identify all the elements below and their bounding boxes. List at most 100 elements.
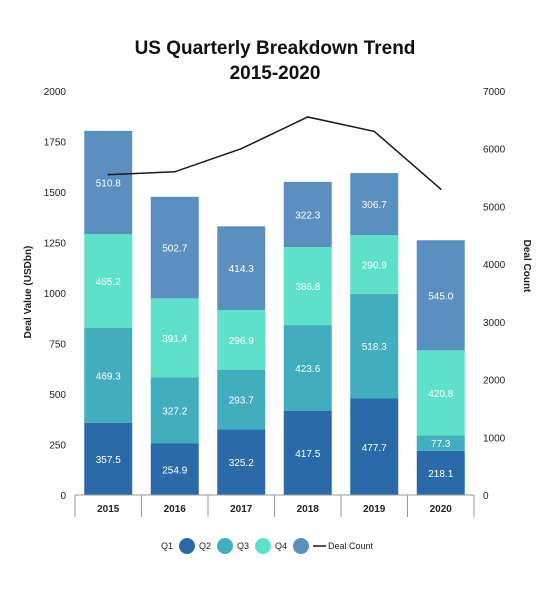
bar-q2-2018 (283, 325, 332, 411)
y-tick-250: 250 (49, 441, 66, 452)
bar-label-q3-2015: 465.2 (96, 277, 121, 288)
legend-label-q4: Q4 (275, 541, 287, 551)
y2-tick-0: 0 (483, 491, 489, 502)
y-tick-750: 750 (49, 340, 66, 351)
bar-label-q4-2015: 510.8 (96, 178, 121, 189)
y2-tick-2000: 2000 (483, 376, 506, 387)
deal-count-point-2015 (107, 173, 110, 176)
right-y-ticks: 0 1000 2000 3000 4000 5000 6000 7000 (483, 87, 506, 502)
deal-count-point-2019 (373, 130, 376, 133)
bar-label-q1-2019: 477.7 (362, 443, 387, 454)
deal-count-line (108, 116, 442, 190)
bar-q3-2016 (150, 298, 199, 378)
bar-label-q1-2018: 417.5 (295, 449, 320, 460)
legend-label-q2: Q2 (199, 541, 211, 551)
y2-tick-6000: 6000 (483, 145, 506, 156)
legend-swatch-q3 (255, 538, 271, 554)
bar-q3-2020 (416, 350, 465, 436)
x-tick-2017: 2017 (230, 504, 253, 515)
left-y-ticks: 0 250 500 750 1000 1250 1500 1750 2000 (44, 87, 67, 502)
deal-count-point-2016 (173, 171, 176, 173)
bar-q4-2016 (150, 196, 199, 299)
bar-label-q3-2018: 386.8 (295, 282, 320, 293)
bar-label-q3-2017: 296.9 (229, 336, 254, 347)
x-ticks: 2015 2016 2017 2018 2019 2020 (97, 504, 452, 515)
bar-label-q4-2020: 545.0 (428, 291, 453, 302)
bar-q4-2017 (217, 226, 266, 311)
y2-tick-1000: 1000 (483, 433, 506, 444)
bar-label-q2-2018: 423.6 (295, 364, 320, 375)
axes (74, 494, 475, 517)
deal-count-point-2017 (240, 147, 243, 150)
bars (84, 130, 465, 495)
y-tick-1250: 1250 (44, 239, 67, 250)
bar-q1-2015 (84, 422, 133, 495)
deal-count-point-2018 (306, 116, 309, 118)
bar-q2-2016 (150, 377, 199, 444)
bar-q1-2020 (416, 450, 465, 495)
x-tick-2020: 2020 (430, 504, 453, 515)
x-tick-2015: 2015 (97, 504, 120, 515)
bar-q4-2018 (283, 181, 332, 247)
legend: Q1 Q2 Q3 Q4 Deal Count (161, 538, 374, 554)
y-tick-2000: 2000 (44, 87, 67, 98)
deal-count-line-group (107, 116, 442, 190)
bar-label-q1-2015: 357.5 (96, 455, 121, 466)
y-axis-label: Deal Value (USDbn) (23, 246, 34, 339)
x-tick-2019: 2019 (363, 504, 386, 515)
bar-label-q3-2016: 391.4 (162, 334, 187, 345)
deal-count-point-2020 (439, 188, 442, 190)
legend-label-deal-count: Deal Count (328, 541, 374, 551)
bar-q1-2019 (350, 398, 399, 495)
y2-tick-7000: 7000 (483, 87, 506, 98)
bar-q3-2019 (350, 235, 399, 294)
y-tick-1750: 1750 (44, 138, 67, 149)
bar-label-q4-2018: 322.3 (295, 210, 320, 221)
legend-swatch-q1 (179, 538, 195, 554)
y2-tick-3000: 3000 (483, 318, 506, 329)
bar-label-q1-2017: 325.2 (229, 458, 254, 469)
bar-label-q2-2016: 327.2 (162, 406, 187, 417)
bar-q4-2019 (350, 173, 399, 236)
bar-labels: 357.5 469.3 465.2 510.8 254.9 327.2 391.4 502.7… (96, 178, 454, 480)
bar-q3-2015 (84, 234, 133, 328)
bar-q2-2015 (84, 327, 133, 423)
y-tick-0: 0 (60, 491, 66, 502)
legend-label-q3: Q3 (237, 541, 249, 551)
bar-label-q4-2017: 414.3 (229, 264, 254, 275)
bar-label-q2-2015: 469.3 (96, 371, 121, 382)
y2-axis-label: Deal Count (521, 240, 532, 293)
chart-title-line-2: 2015-2020 (230, 63, 321, 84)
y-tick-1500: 1500 (44, 188, 67, 199)
bar-label-q2-2019: 518.3 (362, 342, 387, 353)
y2-tick-4000: 4000 (483, 260, 506, 271)
bar-label-q1-2020: 218.1 (428, 469, 453, 480)
bar-q3-2018 (283, 246, 332, 326)
bar-q2-2017 (217, 369, 266, 430)
y-tick-1000: 1000 (44, 289, 67, 300)
bar-label-q2-2020: 77.3 (431, 439, 451, 450)
y-tick-500: 500 (49, 390, 66, 401)
chart-title: US Quarterly Breakdown Trend 2015-2020 (135, 38, 416, 84)
bar-q4-2020 (416, 240, 465, 351)
x-tick-2016: 2016 (164, 504, 187, 515)
bar-label-q3-2020: 420.8 (428, 389, 453, 400)
bar-label-q2-2017: 293.7 (229, 396, 254, 407)
bar-q2-2020 (416, 435, 465, 451)
legend-swatch-q4 (293, 538, 309, 554)
chart-title-line-1: US Quarterly Breakdown Trend (135, 38, 416, 59)
bar-q3-2017 (217, 310, 266, 370)
legend-swatch-q2 (217, 538, 233, 554)
bar-q4-2015 (84, 130, 133, 235)
bar-q2-2019 (350, 293, 399, 399)
bar-q1-2018 (283, 410, 332, 495)
bar-label-q3-2019: 290.9 (362, 260, 387, 271)
y2-tick-5000: 5000 (483, 202, 506, 213)
bar-q1-2016 (150, 443, 199, 495)
bar-label-q4-2019: 306.7 (362, 200, 387, 211)
bar-q1-2017 (217, 429, 266, 495)
bar-label-q4-2016: 502.7 (162, 244, 187, 255)
bar-label-q1-2016: 254.9 (162, 465, 187, 476)
x-tick-2018: 2018 (297, 504, 320, 515)
